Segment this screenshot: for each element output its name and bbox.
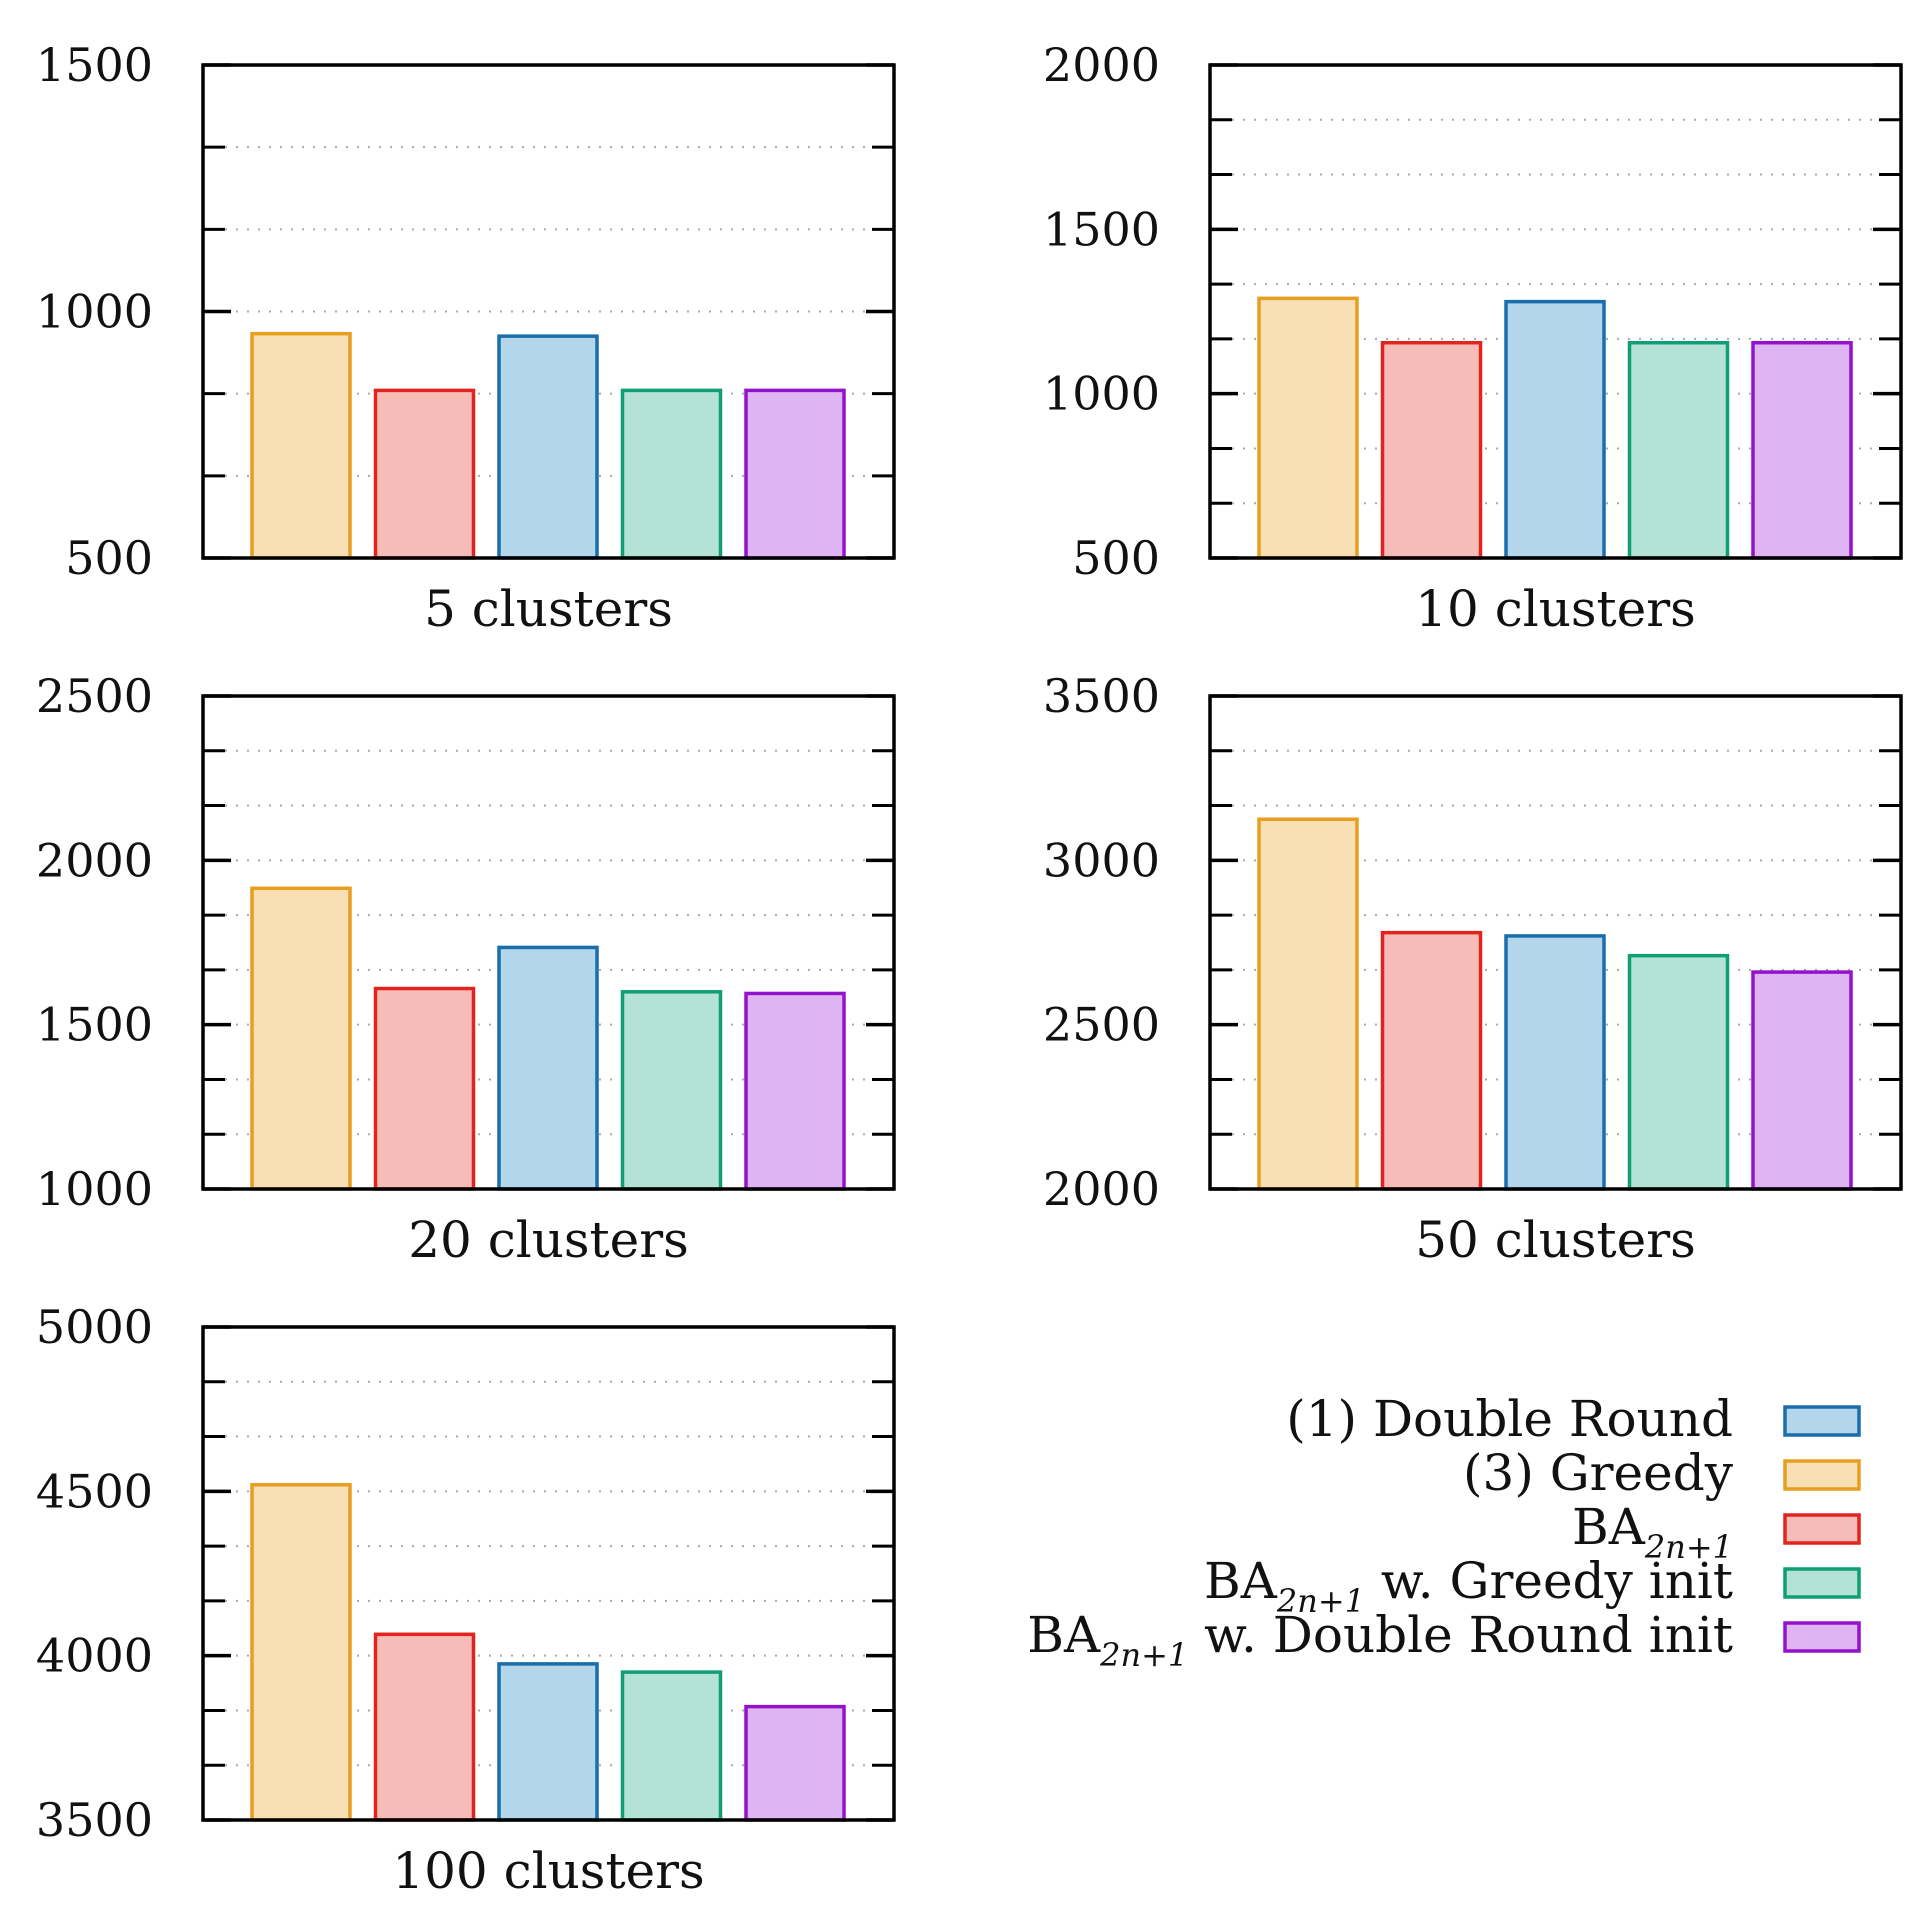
y-tick-label: 4000 — [36, 1629, 153, 1683]
bar-5-5 — [744, 1704, 846, 1822]
bar-1-5 — [744, 388, 846, 560]
y-tick-label: 2500 — [1043, 998, 1160, 1052]
legend-swatch-4 — [1783, 1567, 1861, 1599]
x-axis-label: 20 clusters — [408, 1211, 689, 1269]
bar-1-2 — [373, 388, 476, 560]
bar-5-3 — [497, 1662, 599, 1822]
y-tick-label: 500 — [65, 531, 153, 585]
bar-3-5 — [744, 991, 846, 1191]
bar-2-4 — [1627, 340, 1730, 560]
legend-label-2: (3) Greedy — [1463, 1444, 1734, 1502]
chart-panel-5: 3500 4000 4500 5000 100 clusters — [36, 1300, 896, 1900]
y-tick-label: 2500 — [36, 669, 153, 723]
plot-frame — [201, 694, 896, 1191]
bar-5-1 — [250, 1483, 352, 1822]
y-tick-label: 1500 — [36, 998, 153, 1052]
legend-swatch-5 — [1783, 1621, 1861, 1653]
bar-4-2 — [1380, 930, 1483, 1191]
y-tick-label: 5000 — [36, 1300, 153, 1354]
x-axis-label: 5 clusters — [424, 580, 673, 638]
bar-4-4 — [1627, 953, 1730, 1191]
y-tick-label: 2000 — [1043, 1162, 1160, 1216]
y-tick-label: 3500 — [1043, 669, 1160, 723]
bar-3-1 — [250, 886, 352, 1191]
y-tick-label: 4500 — [36, 1464, 153, 1518]
legend-swatch-1 — [1783, 1405, 1861, 1437]
bar-5-4 — [620, 1670, 723, 1822]
bar-3-2 — [373, 986, 476, 1191]
bar-4-3 — [1504, 934, 1606, 1191]
y-tick-label: 3000 — [1043, 833, 1160, 887]
plot-frame — [1208, 694, 1903, 1191]
y-tick-label: 500 — [1072, 531, 1160, 585]
bar-4-5 — [1751, 970, 1853, 1191]
bar-1-1 — [250, 331, 352, 560]
y-tick-label: 2000 — [36, 833, 153, 887]
y-tick-label: 1500 — [36, 38, 153, 92]
bar-2-2 — [1380, 340, 1483, 560]
x-axis-label: 10 clusters — [1415, 580, 1696, 638]
bar-3-3 — [497, 945, 599, 1191]
chart-panel-4: 2000 2500 3000 3500 50 clusters — [1043, 669, 1903, 1269]
x-axis-label: 50 clusters — [1415, 1211, 1696, 1269]
y-tick-label: 1000 — [1043, 367, 1160, 421]
chart-panel-1: 500 1000 1500 5 clusters — [36, 38, 896, 638]
bar-2-3 — [1504, 299, 1606, 560]
legend-label-3: BA2n+1 — [1572, 1498, 1733, 1566]
x-axis-label: 100 clusters — [392, 1842, 704, 1900]
bar-2-5 — [1751, 340, 1853, 560]
bar-1-3 — [497, 334, 599, 560]
plot-frame — [201, 63, 896, 560]
legend-label-1: (1) Double Round — [1286, 1390, 1733, 1448]
chart-panel-2: 500 1000 1500 2000 10 clusters — [1043, 38, 1903, 638]
bar-1-4 — [620, 388, 723, 560]
bar-4-1 — [1257, 817, 1359, 1191]
y-tick-label: 1500 — [1043, 202, 1160, 256]
chart-panel-3: 1000 1500 2000 2500 20 clusters — [36, 669, 896, 1269]
y-tick-label: 1000 — [36, 285, 153, 339]
bar-2-1 — [1257, 296, 1359, 560]
plot-frame — [201, 1325, 896, 1822]
legend-swatch-2 — [1783, 1459, 1861, 1491]
plot-frame — [1208, 63, 1903, 560]
bar-5-2 — [373, 1632, 476, 1822]
y-tick-label: 3500 — [36, 1793, 153, 1847]
legend-label-4: BA2n+1 w. Greedy init — [1204, 1552, 1733, 1620]
bar-3-4 — [620, 990, 723, 1191]
y-tick-label: 2000 — [1043, 38, 1160, 92]
legend-swatch-3 — [1783, 1513, 1861, 1545]
y-tick-label: 1000 — [36, 1162, 153, 1216]
legend-label-5: BA2n+1 w. Double Round init — [1027, 1606, 1733, 1674]
